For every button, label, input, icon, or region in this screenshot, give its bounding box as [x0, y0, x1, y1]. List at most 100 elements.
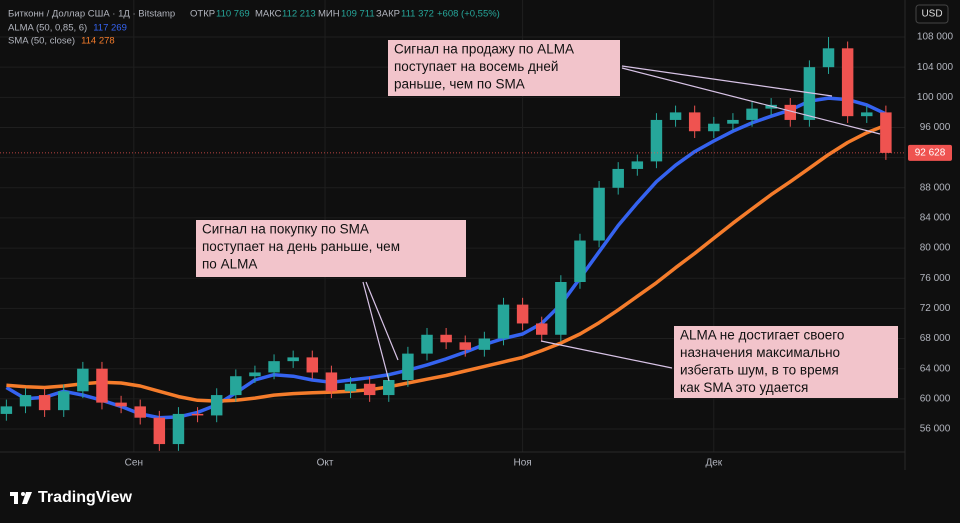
ohlc-value: 112 213	[282, 9, 316, 20]
candle-body	[459, 342, 471, 350]
y-tick-label: 76 000	[920, 273, 951, 284]
legend-name: SMA (50, close)	[8, 36, 75, 47]
y-tick-label: 64 000	[920, 363, 951, 374]
annotation-text: Сигнал на продажу по ALMA	[394, 42, 574, 57]
axes: 56 000 60 000 64 000 68 000 72 000 76 000 80 0…	[0, 32, 954, 469]
change: +608 (+0,55%)	[437, 9, 500, 20]
annotation-text: поступает на день раньше, чем	[202, 239, 400, 254]
y-tick-label: 80 000	[920, 243, 951, 254]
candle-body	[746, 108, 758, 120]
candle-body	[57, 391, 70, 411]
candle-body	[822, 48, 835, 68]
candle-body	[287, 357, 299, 362]
candle-body	[115, 402, 127, 407]
candle-body	[478, 338, 491, 350]
candle-body	[803, 67, 816, 120]
y-tick-label: 68 000	[920, 333, 951, 344]
y-tick-label: 60 000	[920, 393, 951, 404]
candle-body	[268, 361, 280, 373]
candle-body	[631, 161, 644, 169]
symbol: Битконн / Доллар США · 1Д · Bitstamp	[8, 9, 175, 20]
annotation-box	[388, 40, 620, 96]
candle-body	[249, 372, 261, 377]
ohlc-label: ОТКР	[190, 9, 215, 20]
annotation-box	[196, 220, 466, 277]
x-tick-label: Сен	[125, 458, 143, 469]
candle-body	[230, 376, 242, 396]
candle-body	[77, 368, 89, 392]
x-tick-label: Окт	[317, 458, 334, 469]
annotation-text: поступает на восемь дней	[394, 59, 558, 74]
ohlc-label: МИН	[318, 9, 340, 20]
y-tick-label: 88 000	[920, 182, 951, 193]
candle-body	[134, 406, 146, 418]
candle-body	[96, 368, 108, 403]
candle-body	[688, 112, 701, 132]
brand: TradingView	[38, 489, 133, 506]
logo	[10, 492, 32, 504]
candle-body	[421, 334, 433, 354]
candle-body	[650, 119, 663, 162]
last-price-box	[908, 144, 952, 161]
last-price-label: 92 628	[915, 148, 946, 159]
legend: ALMA (50, 0,85, 6) 117 269 SMA (50, close)…	[8, 23, 127, 47]
legend-value: 114 278	[81, 36, 115, 47]
candle-body	[0, 406, 13, 414]
annotations: Сигнал на продажу по ALMA поступает на во…	[196, 40, 898, 398]
y-tick-label: 108 000	[917, 32, 954, 43]
annotation-text: назначения максимально	[680, 345, 840, 360]
candle-body	[841, 48, 854, 117]
candle-body	[708, 123, 720, 132]
candle-body	[440, 334, 452, 343]
currency[interactable]: USD	[921, 9, 942, 20]
candle-body	[593, 187, 605, 241]
arrow	[540, 340, 673, 369]
legend-value: 117 269	[93, 23, 127, 34]
arrow	[621, 65, 833, 97]
candle-body	[153, 417, 166, 445]
candle-body	[574, 240, 586, 283]
candle-body	[880, 112, 892, 153]
legend-name: ALMA (50, 0,85, 6)	[8, 23, 87, 34]
candle-body	[784, 104, 797, 120]
candle-body	[861, 112, 873, 117]
annotation-text: раньше, чем по SMA	[394, 77, 525, 92]
candle-body	[669, 112, 682, 120]
logo-mark	[22, 492, 32, 504]
candle-body	[612, 168, 624, 188]
logo-mark	[14, 492, 18, 504]
candle-body	[555, 282, 567, 335]
candle-body	[727, 119, 739, 124]
candle-body	[306, 357, 319, 373]
candle-body	[535, 323, 548, 335]
annotation-text: как SMA это удается	[680, 380, 808, 395]
candle-body	[497, 304, 510, 339]
indicator-line	[6, 123, 887, 403]
annotation-text: избегать шум, в то время	[680, 363, 839, 378]
candle-body	[516, 304, 529, 324]
candle-body	[325, 372, 338, 392]
y-tick-label: 56 000	[920, 424, 951, 435]
ohlc-value: 110 769	[216, 9, 250, 20]
arrows	[362, 65, 881, 382]
indicator-line	[5, 96, 887, 420]
y-tick-label: 100 000	[917, 92, 954, 103]
candle-body	[38, 395, 51, 411]
grid	[0, 0, 905, 452]
indicator-lines	[5, 96, 887, 420]
currency-button[interactable]	[915, 4, 949, 24]
y-tick-label: 72 000	[920, 303, 951, 314]
ohlc-label: МАКС	[255, 9, 282, 20]
logo-mark	[21, 492, 25, 496]
candle-body	[363, 383, 376, 396]
annotation-text: Сигнал на покупку по SMA	[202, 222, 369, 237]
y-tick-label: 96 000	[920, 122, 951, 133]
candle-body	[402, 353, 414, 380]
arrow	[621, 67, 881, 135]
y-tick-label: 84 000	[920, 213, 951, 224]
candle-body	[383, 379, 395, 396]
candle-body	[172, 413, 185, 445]
annotation-box	[674, 326, 898, 398]
